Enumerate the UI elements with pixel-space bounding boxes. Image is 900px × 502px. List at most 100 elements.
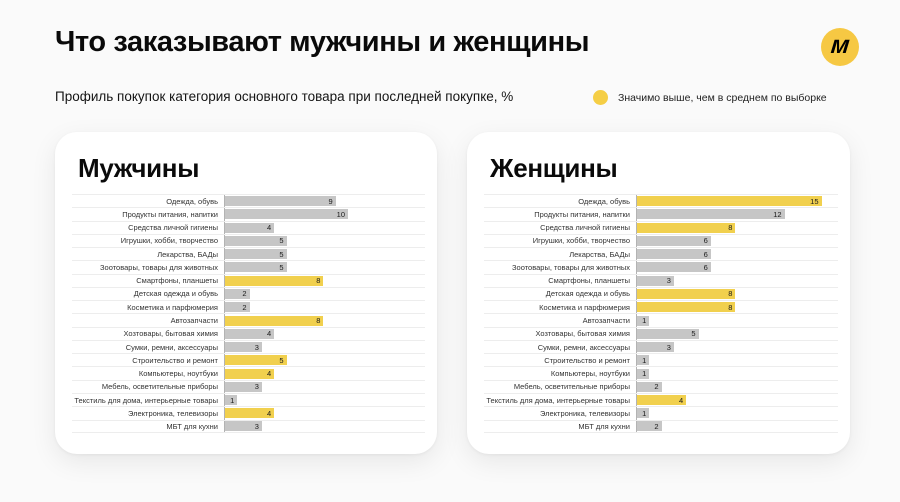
bar-highlighted: 4 — [637, 395, 687, 406]
value-label: 1 — [642, 408, 647, 418]
bar: 6 — [637, 235, 711, 246]
bar: 6 — [637, 262, 711, 273]
bar-area: 2 — [636, 380, 838, 393]
chart-row: Текстиль для дома, интерьерные товары 1 — [72, 392, 425, 407]
category-label: МБТ для кухни — [166, 421, 218, 431]
legend-dot-icon — [593, 90, 608, 105]
chart-row: Строительство и ремонт 5 — [72, 353, 425, 367]
value-label: 1 — [642, 355, 647, 365]
bar-area: 8 — [224, 274, 425, 287]
chart-row: Косметика и парфюмерия 8 — [484, 300, 838, 314]
category-label: Строительство и ремонт — [132, 355, 218, 365]
bar-area: 3 — [636, 340, 838, 354]
bar: 3 — [225, 421, 262, 432]
value-label: 6 — [703, 262, 708, 272]
category-label: Детская одежда и обувь — [133, 289, 218, 299]
value-label: 5 — [279, 249, 284, 259]
chart-row: Компьютеры, ноутбуки 4 — [72, 366, 425, 380]
category-label: Хозтовары, бытовая химия — [123, 329, 218, 339]
value-label: 8 — [316, 276, 321, 286]
bar-highlighted: 8 — [637, 288, 736, 299]
chart-row: Детская одежда и обувь 2 — [72, 286, 425, 301]
panel-women-title: Женщины — [490, 153, 618, 183]
category-label: Сумки, ремни, аксессуары — [537, 342, 630, 352]
bar: 5 — [225, 249, 287, 260]
bar-highlighted: 8 — [637, 302, 736, 313]
value-label: 8 — [316, 316, 321, 326]
bar-area: 15 — [636, 195, 838, 208]
bar-area: 1 — [636, 367, 838, 380]
category-label: Лекарства, БАДы — [157, 249, 218, 259]
value-label: 5 — [279, 236, 284, 246]
bar-area: 4 — [636, 393, 838, 407]
bar-highlighted: 8 — [225, 275, 324, 286]
bar-area: 9 — [224, 195, 425, 208]
category-label: Продукты питания, напитки — [122, 209, 218, 219]
bar-area: 6 — [636, 261, 838, 274]
bar: 5 — [225, 235, 287, 246]
bar-highlighted: 4 — [225, 408, 275, 419]
bar-area: 5 — [224, 248, 425, 261]
chart-row: Одежда, обувь 15 — [484, 194, 838, 208]
category-label: Мебель, осветительные приборы — [513, 382, 630, 392]
chart-row: Электроника, телевизоры 4 — [72, 406, 425, 420]
chart-row: Игрушки, хобби, творчество 5 — [72, 233, 425, 248]
category-label: Игрушки, хобби, творчество — [120, 236, 218, 246]
bar-area: 1 — [636, 354, 838, 367]
category-label: Косметика и парфюмерия — [127, 302, 218, 312]
bar-area: 3 — [636, 274, 838, 287]
bar: 3 — [225, 342, 262, 353]
bar: 9 — [225, 196, 336, 207]
chart-row: Лекарства, БАДы 6 — [484, 247, 838, 261]
category-label: Хозтовары, бытовая химия — [535, 329, 630, 339]
value-label: 3 — [254, 421, 259, 431]
bar: 3 — [637, 342, 674, 353]
category-label: Зоотовары, товары для животных — [100, 262, 218, 272]
value-label: 3 — [254, 342, 259, 352]
chart-row: Сумки, ремни, аксессуары 3 — [484, 339, 838, 354]
value-label: 6 — [703, 249, 708, 259]
chart-row: Смартфоны, планшеты 8 — [72, 273, 425, 287]
category-label: Смартфоны, планшеты — [548, 276, 630, 286]
men-chart: Одежда, обувь 9 Продукты питания, напитки 1… — [72, 194, 425, 433]
category-label: Детская одежда и обувь — [545, 289, 630, 299]
value-label: 1 — [642, 316, 647, 326]
category-label: Косметика и парфюмерия — [539, 302, 630, 312]
legend: Значимо выше, чем в среднем по выборке — [593, 90, 827, 105]
bar-highlighted: 5 — [225, 355, 287, 366]
chart-row: Хозтовары, бытовая химия 4 — [72, 326, 425, 340]
bar-area: 1 — [636, 407, 838, 420]
bar-area: 8 — [636, 221, 838, 234]
bar: 3 — [225, 381, 262, 392]
bar-highlighted: 15 — [637, 196, 822, 207]
bar: 4 — [225, 328, 275, 339]
value-label: 8 — [728, 223, 733, 233]
bar: 1 — [637, 368, 650, 379]
chart-row: Компьютеры, ноутбуки 1 — [484, 366, 838, 380]
bar-highlighted: 8 — [225, 315, 324, 326]
bar: 1 — [225, 395, 238, 406]
category-label: Одежда, обувь — [166, 196, 218, 206]
value-label: 15 — [810, 196, 819, 206]
panel-men: Мужчины Одежда, обувь 9 Продукты питания, … — [55, 132, 437, 454]
bar: 12 — [637, 209, 785, 220]
value-label: 1 — [230, 395, 235, 405]
chart-row: Мебель, осветительные приборы 2 — [484, 379, 838, 393]
value-label: 2 — [242, 302, 247, 312]
value-label: 2 — [242, 289, 247, 299]
bar-area: 8 — [636, 287, 838, 301]
category-label: Автозапчасти — [582, 316, 630, 326]
chart-row: МБТ для кухни 2 — [484, 419, 838, 433]
value-label: 4 — [267, 223, 272, 233]
value-label: 1 — [642, 369, 647, 379]
bar: 2 — [637, 381, 662, 392]
panel-women: Женщины Одежда, обувь 15 Продукты питания,… — [467, 132, 850, 454]
chart-row: Текстиль для дома, интерьерные товары 4 — [484, 392, 838, 407]
chart-row: Средства личной гигиены 8 — [484, 220, 838, 234]
category-label: Средства личной гигиены — [540, 223, 630, 233]
bar-area: 8 — [636, 301, 838, 314]
chart-row: Игрушки, хобби, творчество 6 — [484, 233, 838, 248]
category-label: Автозапчасти — [170, 316, 218, 326]
chart-row: Сумки, ремни, аксессуары 3 — [72, 339, 425, 354]
